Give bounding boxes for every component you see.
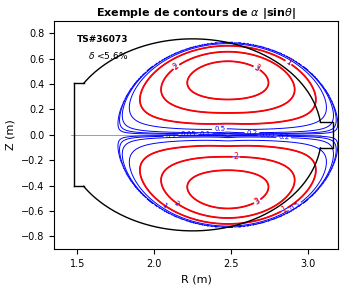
Text: 1: 1	[285, 59, 292, 66]
Text: 0.05: 0.05	[260, 133, 275, 138]
Text: 0.2: 0.2	[246, 130, 257, 136]
Text: 2: 2	[173, 63, 180, 70]
Y-axis label: Z (m): Z (m)	[6, 119, 15, 150]
Text: $\delta$ <5.6%: $\delta$ <5.6%	[88, 50, 128, 61]
Text: 0.5: 0.5	[289, 201, 301, 212]
X-axis label: R (m): R (m)	[181, 274, 212, 284]
Text: 2: 2	[234, 152, 239, 162]
Text: 3: 3	[253, 196, 262, 206]
Text: 0.1: 0.1	[165, 133, 176, 139]
Title: Exemple de contours de $\alpha$ |sin$\theta$|: Exemple de contours de $\alpha$ |sin$\th…	[96, 6, 297, 21]
Text: 2: 2	[172, 62, 181, 72]
Text: 2: 2	[173, 200, 180, 207]
Text: 0.2: 0.2	[278, 134, 289, 141]
Text: 3: 3	[253, 64, 260, 72]
Text: 1: 1	[161, 202, 168, 209]
Text: 1: 1	[280, 204, 289, 215]
Text: 1: 1	[284, 57, 293, 68]
Text: TS#36073: TS#36073	[77, 35, 129, 44]
Text: 3: 3	[252, 63, 261, 73]
Text: 3: 3	[254, 197, 261, 205]
Text: 0.1: 0.1	[200, 131, 211, 137]
Text: 0.5: 0.5	[214, 126, 225, 132]
Text: 0.05: 0.05	[181, 131, 196, 137]
